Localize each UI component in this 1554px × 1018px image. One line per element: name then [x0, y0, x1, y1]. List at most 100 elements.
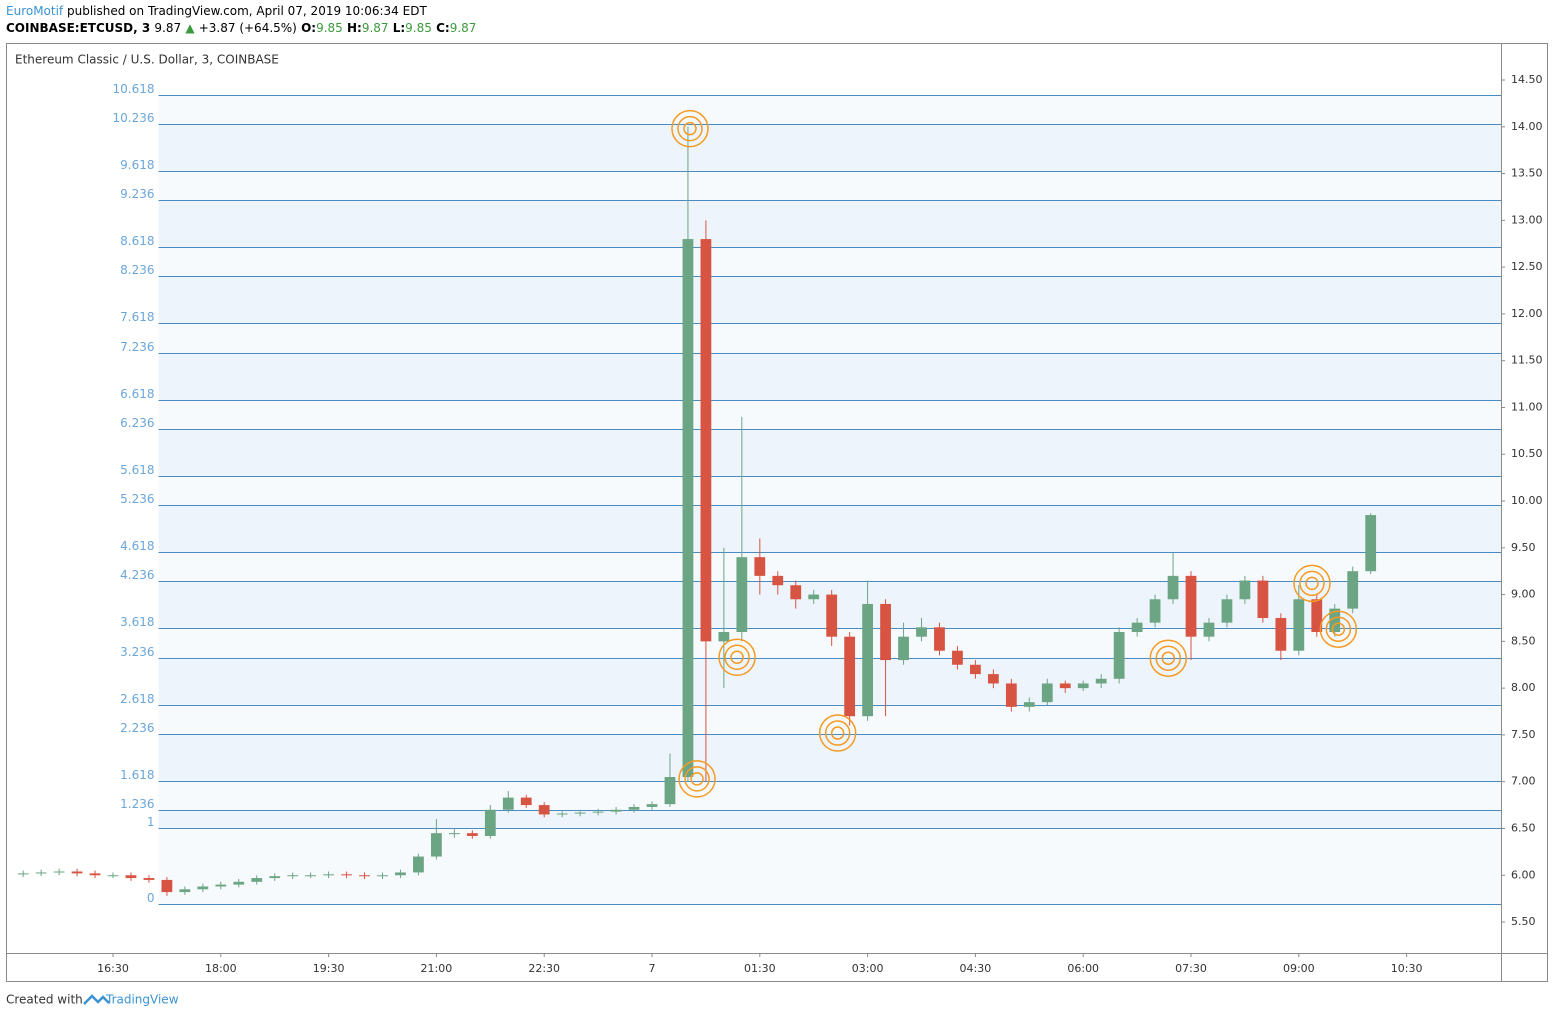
candle-body: [323, 874, 334, 876]
header-line-1: EuroMotif published on TradingView.com, …: [6, 4, 427, 18]
fib-label: 6.236: [120, 416, 154, 430]
pivot-ring: [684, 766, 710, 792]
x-tick-label: 19:30: [313, 962, 345, 975]
candle-body: [502, 797, 514, 810]
fib-band: [158, 428, 1501, 476]
fib-band: [158, 657, 1501, 705]
candle-body: [1365, 515, 1377, 572]
fib-label: 4.618: [120, 539, 154, 553]
pivot-ring: [730, 650, 744, 665]
fib-band: [158, 475, 1501, 506]
candle-body: [754, 557, 766, 576]
pivot-ring: [818, 714, 857, 752]
candle-body: [466, 833, 478, 836]
candle-body: [89, 873, 101, 876]
candle-body: [269, 876, 281, 879]
x-tick-label: 03:00: [852, 962, 884, 975]
candle-body: [718, 632, 730, 642]
x-tick-label: 21:00: [421, 962, 453, 975]
candle-body: [377, 875, 388, 877]
fib-band: [158, 810, 1501, 829]
candle-body: [520, 797, 532, 806]
candle-body: [987, 674, 999, 684]
candle-body: [1347, 571, 1359, 609]
candle-body: [1329, 608, 1341, 633]
candle-body: [197, 886, 209, 890]
candle-body: [53, 871, 65, 873]
candle-body: [359, 875, 370, 877]
fib-band: [158, 780, 1501, 811]
l-label: L:: [392, 21, 406, 35]
fib-label: 10.618: [113, 82, 155, 96]
candle-body: [538, 805, 550, 815]
fib-label: 8.236: [120, 263, 154, 277]
footer-brand[interactable]: TradingView: [105, 993, 179, 1007]
candle-body: [1257, 580, 1269, 618]
candle-body: [1113, 632, 1125, 679]
candle-body: [790, 585, 802, 600]
candle-body: [341, 874, 352, 876]
fib-band: [158, 170, 1501, 201]
candle-body: [628, 806, 640, 810]
pivot-marker: [1149, 639, 1188, 677]
candle-body: [17, 873, 29, 875]
pivot-ring: [1161, 651, 1176, 665]
h: 9.87: [361, 21, 389, 35]
pivot-marker: [1293, 564, 1331, 603]
pivot-marker: [671, 109, 709, 148]
footer-created: Created with: [6, 993, 83, 1007]
x-tick-label: 07:30: [1175, 962, 1207, 975]
candle-body: [71, 871, 83, 874]
candle-body: [305, 875, 317, 877]
candle-body: [179, 889, 191, 893]
candle-body: [826, 594, 838, 637]
pivot-ring: [1325, 616, 1352, 642]
fib-band: [158, 247, 1501, 277]
y-tick-label: 11.00: [1511, 400, 1543, 413]
candle-body: [125, 875, 137, 879]
candle-body: [952, 650, 963, 665]
candle-layer: [17, 126, 1377, 896]
candle-body: [934, 627, 945, 651]
candle-body: [1275, 617, 1287, 651]
candle-body: [395, 872, 406, 876]
x-tick-label: 18:00: [205, 962, 237, 975]
candle-body: [682, 239, 694, 778]
candle-body: [1239, 580, 1251, 600]
fib-band: [158, 94, 1501, 124]
pivot-ring: [1299, 570, 1325, 597]
pivot-ring: [1319, 610, 1358, 648]
candle-body: [646, 804, 658, 807]
fib-label: 9.236: [120, 187, 154, 201]
pivot-ring: [724, 644, 750, 671]
fib-label: 7.236: [120, 340, 154, 354]
fib-label: 9.618: [120, 158, 154, 172]
arrow: ▲: [185, 21, 195, 35]
author[interactable]: EuroMotif: [6, 4, 64, 18]
candle-body: [736, 557, 748, 633]
candle-body: [35, 872, 47, 874]
fib-band: [158, 399, 1501, 429]
pivot-ring: [678, 760, 716, 798]
y-tick-label: 11.50: [1511, 354, 1543, 367]
symbol: COINBASE:ETCUSD, 3: [6, 21, 151, 35]
candle-body: [880, 603, 891, 661]
fib-label: 5.618: [120, 463, 154, 477]
candle-body: [1023, 702, 1035, 707]
y-tick-label: 14.50: [1511, 73, 1543, 86]
fib-label: 3.236: [120, 645, 154, 659]
marker-layer: [671, 109, 1358, 798]
y-tick-label: 6.50: [1511, 821, 1536, 834]
x-tick-label: 10:30: [1391, 962, 1423, 975]
y-tick-label: 14.00: [1511, 120, 1543, 133]
pivot-ring: [671, 109, 709, 148]
footer-logo: [83, 994, 110, 1005]
candle-body: [1095, 678, 1107, 684]
fib-label: 1.618: [120, 768, 154, 782]
candle-body: [916, 627, 927, 637]
fib-label: 0: [147, 891, 155, 905]
fib-label: 4.236: [120, 568, 154, 582]
y-tick-label: 9.50: [1511, 541, 1536, 554]
change: +3.87 (+64.5%): [198, 21, 297, 35]
pivot-marker: [1319, 610, 1358, 648]
